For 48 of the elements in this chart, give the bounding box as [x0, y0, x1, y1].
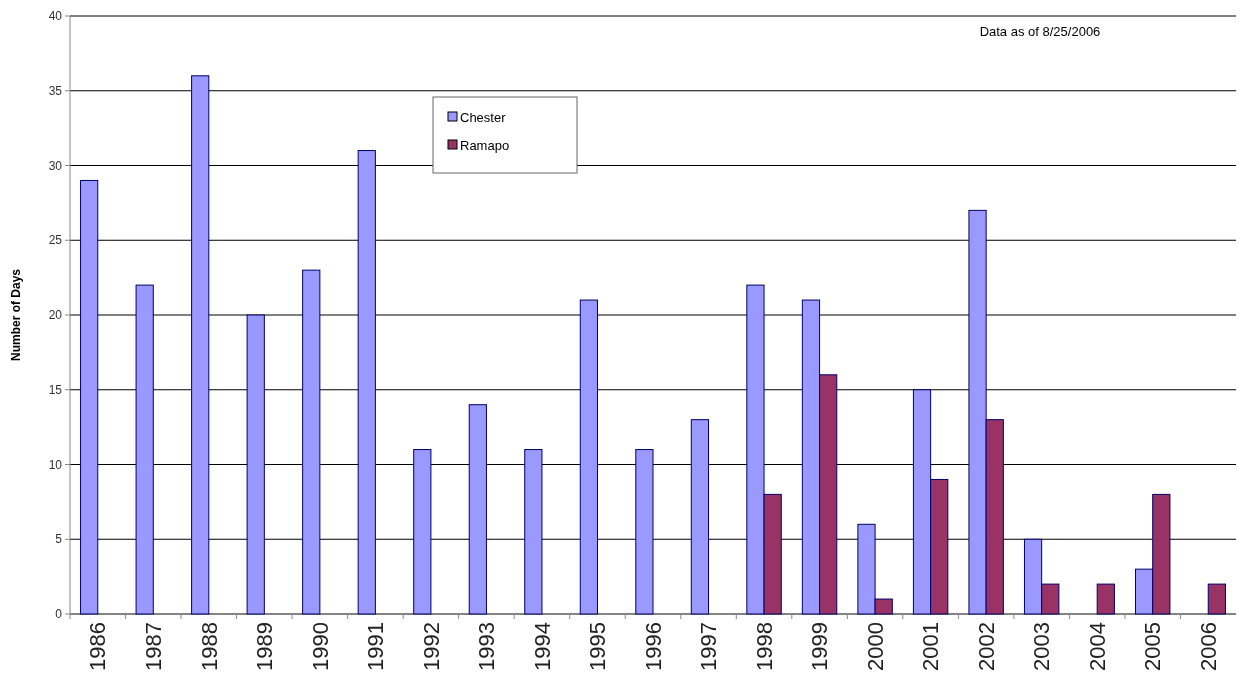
x-tick-label: 1997 — [696, 622, 722, 671]
bar — [524, 449, 543, 615]
y-tick-label: 25 — [48, 233, 63, 248]
x-tick-label: 1999 — [807, 622, 833, 671]
x-tick-label: 1992 — [418, 622, 444, 671]
x-tick-label: 2003 — [1029, 622, 1055, 671]
bar — [302, 269, 321, 615]
annotation: Data as of 8/25/2006 — [979, 24, 1101, 39]
x-tick-label: 1995 — [585, 622, 611, 671]
x-tick-label: 1998 — [751, 622, 777, 671]
y-tick-label: 5 — [55, 532, 63, 547]
bar — [690, 419, 710, 615]
y-axis-title: Number of Days — [9, 268, 23, 362]
x-tick-label: 1991 — [363, 622, 389, 671]
y-tick-label: 10 — [48, 457, 63, 472]
y-tick-label: 0 — [55, 607, 63, 622]
bar — [191, 75, 210, 615]
bar — [413, 449, 432, 615]
x-tick-label: 1994 — [529, 622, 555, 671]
bar — [1207, 583, 1226, 615]
legend-label: Chester — [460, 109, 507, 125]
y-tick-label: 40 — [48, 9, 63, 24]
x-tick-label: 1989 — [252, 622, 278, 671]
x-tick-label: 1988 — [196, 622, 222, 671]
x-tick-label: 1990 — [307, 622, 333, 671]
x-tick-label: 1996 — [640, 622, 666, 671]
y-tick-label: 35 — [48, 83, 63, 98]
x-tick-label: 1987 — [140, 622, 166, 671]
x-tick-label: 2001 — [918, 622, 944, 671]
y-tick-label: 20 — [48, 308, 63, 323]
x-tick-label: 1986 — [85, 622, 111, 671]
bar — [635, 449, 654, 615]
legend-label: Ramapo — [460, 137, 510, 153]
x-tick-label: 2006 — [1195, 622, 1221, 671]
bar — [579, 299, 598, 615]
bar — [246, 314, 265, 615]
x-tick-label: 2000 — [862, 622, 888, 671]
bar — [135, 284, 154, 615]
bar — [357, 150, 376, 615]
bar — [1096, 583, 1115, 615]
bar — [80, 179, 99, 615]
x-tick-label: 2002 — [973, 622, 999, 671]
y-tick-label: 30 — [48, 158, 63, 173]
x-tick-label: 2004 — [1084, 622, 1110, 671]
y-tick-label: 15 — [48, 382, 63, 397]
x-tick-label: 1993 — [474, 622, 500, 671]
x-tick-label: 2005 — [1140, 622, 1166, 671]
bar — [468, 404, 487, 615]
